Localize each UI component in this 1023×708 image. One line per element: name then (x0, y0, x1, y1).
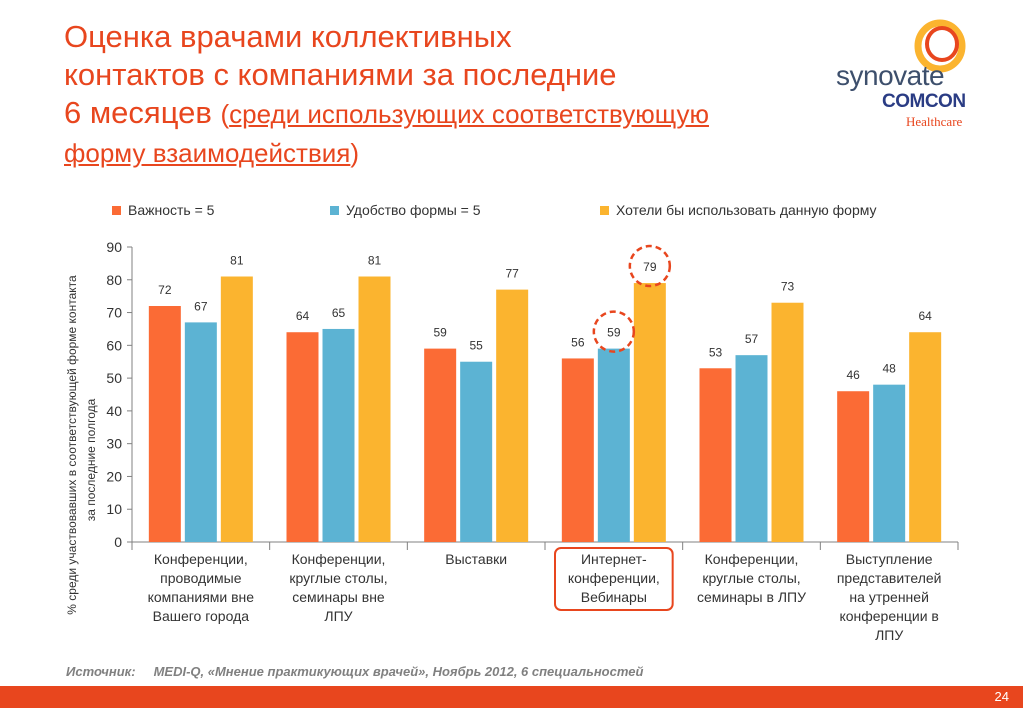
logo-ring-icon (914, 19, 966, 73)
y-tick-label: 10 (106, 501, 122, 517)
bar-chart: Важность = 5 Удобство формы = 5 Хотели бы … (65, 202, 959, 643)
category-label: круглые столы, (702, 570, 800, 586)
title-subtitle-2: форму взаимодействия (64, 138, 351, 168)
y-tick-label: 90 (106, 239, 122, 255)
category-label: Конференции, (292, 551, 386, 567)
bar (286, 332, 319, 542)
legend-swatch (330, 206, 339, 215)
bar-value-label: 81 (368, 254, 382, 268)
bar-value-label: 77 (505, 267, 519, 281)
bar-value-label: 67 (194, 299, 208, 313)
y-axis-label-2: за последние полгода (84, 398, 98, 521)
y-tick-label: 70 (106, 305, 122, 321)
y-tick-label: 80 (106, 272, 122, 288)
legend-swatch (600, 206, 609, 215)
category-label: представителей (837, 570, 942, 586)
category-label: Интернет- (581, 551, 647, 567)
y-tick-label: 50 (106, 370, 122, 386)
y-tick-label: 60 (106, 337, 122, 353)
bar-value-label: 65 (332, 306, 346, 320)
highlight-circle (628, 244, 672, 288)
category-label: ЛПУ (875, 627, 903, 643)
bar (561, 358, 594, 542)
page-number: 24 (994, 689, 1009, 704)
highlight-circle (592, 310, 636, 353)
title-line-1: Оценка врачами коллективных (64, 19, 512, 54)
category-highlight-box (554, 547, 674, 611)
bar-value-label: 56 (571, 335, 585, 349)
title-paren-open: ( (220, 99, 230, 129)
company-logo: synovate COMCON Healthcare (826, 18, 996, 129)
bar (184, 322, 217, 542)
category-label: ЛПУ (324, 608, 352, 624)
bar (597, 348, 630, 542)
legend-label: Хотели бы использовать данную форму (616, 202, 877, 218)
category-label: конференции, (568, 570, 660, 586)
category-label: Вашего города (153, 608, 250, 624)
bar-value-label: 64 (296, 309, 310, 323)
category-label: семинары в ЛПУ (697, 589, 806, 605)
title-line-3: 6 месяцев (среди использующих соответств… (64, 94, 824, 133)
category-label: проводимые (160, 570, 242, 586)
bar-value-label: 53 (709, 345, 723, 359)
bar (322, 328, 355, 542)
bar-value-label: 81 (230, 254, 244, 268)
category-label: семинары вне (292, 589, 385, 605)
slide-title: Оценка врачами коллективных контактов с … (64, 18, 824, 172)
y-axis-label: % среди участвовавших в соответствующей … (65, 275, 79, 615)
bar-value-label: 48 (882, 362, 896, 376)
logo-brand: synovate (836, 60, 945, 91)
bar (358, 276, 391, 542)
source-note: Источник: MEDI-Q, «Мнение практикующих вр… (66, 664, 643, 679)
bar (771, 302, 804, 542)
y-tick-label: 40 (106, 403, 122, 419)
category-label: конференции в (839, 608, 938, 624)
category-label: компаниями вне (148, 589, 255, 605)
category-label: Выступление (846, 551, 933, 567)
bar (460, 361, 493, 542)
title-subtitle-1: среди использующих соответствующую (229, 99, 709, 129)
category-label: Конференции, (154, 551, 248, 567)
source-label: Источник: (66, 664, 136, 679)
category-label: Конференции, (705, 551, 799, 567)
y-tick-label: 20 (106, 468, 122, 484)
bar-value-label: 64 (918, 309, 932, 323)
bar (735, 355, 768, 542)
bar (424, 348, 457, 542)
bar (699, 368, 732, 542)
bar (873, 384, 906, 542)
bar (837, 391, 870, 542)
bar (633, 283, 666, 542)
category-label: на утренней (849, 589, 928, 605)
bar (909, 332, 942, 542)
bar-value-label: 59 (433, 326, 447, 340)
y-tick-label: 30 (106, 436, 122, 452)
category-label: круглые столы, (289, 570, 387, 586)
y-tick-label: 0 (114, 534, 122, 550)
category-label: Вебинары (581, 589, 647, 605)
bar (496, 289, 529, 542)
legend-label: Удобство формы = 5 (346, 202, 481, 218)
category-label: Выставки (445, 551, 507, 567)
logo-sub: COMCON (882, 91, 966, 112)
source-text: MEDI-Q, «Мнение практикующих врачей», Но… (153, 664, 644, 679)
bar-value-label: 72 (158, 283, 172, 297)
title-paren-close: ) (350, 138, 360, 168)
bar-value-label: 46 (846, 368, 860, 382)
title-line-3-main: 6 месяцев (64, 95, 212, 130)
bar-value-label: 79 (643, 260, 657, 274)
bar (220, 276, 253, 542)
footer-bar: 24 (0, 686, 1023, 708)
title-line-4: форму взаимодействия) (64, 133, 824, 172)
bar-value-label: 59 (607, 326, 621, 340)
legend-swatch (112, 206, 121, 215)
bar-value-label: 57 (745, 332, 759, 346)
legend-label: Важность = 5 (128, 202, 215, 218)
bar-value-label: 73 (781, 280, 795, 294)
bar (148, 306, 181, 542)
logo-tagline: Healthcare (906, 114, 963, 129)
title-line-2: контактов с компаниями за последние (64, 57, 617, 92)
bar-value-label: 55 (469, 339, 483, 353)
